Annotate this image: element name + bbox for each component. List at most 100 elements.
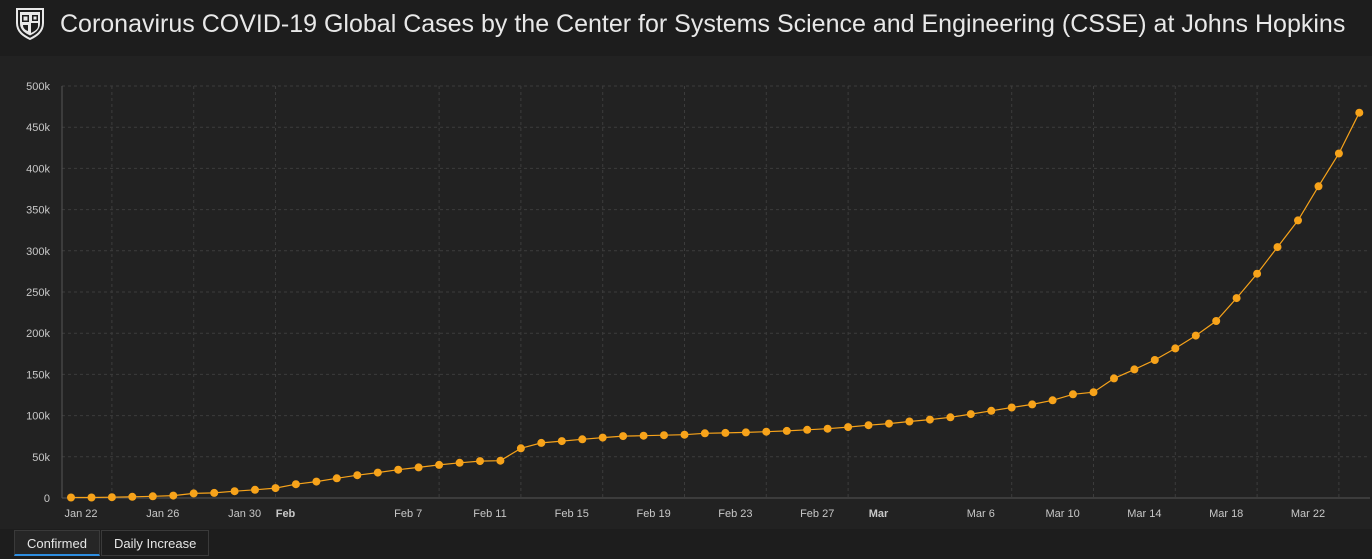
data-point [210,488,219,497]
data-point [578,435,587,444]
data-point [435,460,444,469]
y-tick-label: 500k [26,81,50,93]
data-point [414,463,423,472]
data-point [905,417,914,426]
data-point [67,493,75,502]
data-point [660,431,668,440]
data-point [230,487,239,496]
data-point [148,492,157,501]
x-tick-label: Feb 27 [800,508,834,520]
data-point [291,480,300,489]
x-tick-label: Feb 23 [718,508,752,520]
data-point [1232,294,1241,303]
data-point [476,457,484,466]
y-tick-label: 300k [26,246,50,258]
data-point [1253,269,1262,278]
y-tick-label: 100k [26,411,50,423]
data-point [1130,365,1139,374]
data-point [189,489,198,498]
data-point [1355,108,1364,117]
jhu-shield-icon [16,8,44,40]
tab-daily-increase[interactable]: Daily Increase [101,530,210,556]
data-point [1294,216,1302,225]
x-tick-label: Jan 30 [228,508,261,520]
data-point [1273,243,1282,252]
data-point [1089,388,1098,397]
x-tick-label: Jan 26 [146,508,179,520]
data-point [557,437,566,446]
data-point [762,427,771,436]
x-tick-label: Feb 15 [555,508,589,520]
data-point [803,425,812,434]
x-tick-label: Feb 7 [394,508,422,520]
data-point [537,438,546,447]
data-point [1007,403,1016,412]
y-tick-label: 150k [26,369,50,381]
data-point [516,444,525,453]
data-point [394,465,403,474]
data-point [680,430,689,439]
data-point [1334,149,1343,158]
data-point [169,491,178,500]
data-point [844,423,853,432]
data-point [1150,356,1159,364]
data-point [864,421,873,430]
data-point [741,428,750,437]
data-point [1212,317,1221,325]
data-point [925,415,934,424]
data-point [1110,374,1118,383]
data-point [619,432,628,441]
x-tick-label: Feb 19 [636,508,670,520]
data-point [1028,400,1037,409]
x-tick-label: Jan 22 [64,508,97,520]
data-point [312,477,321,486]
header-bar: Coronavirus COVID-19 Global Cases by the… [0,0,1372,48]
data-point [1069,390,1077,399]
x-tick-label: Mar 10 [1045,508,1079,520]
x-tick-label: Mar [869,508,889,520]
confirmed-cases-chart: 0 50k 100k 150k 200k 250k 300k 350k 400k 450k 500k… [26,81,1370,520]
y-tick-label: 450k [26,122,50,134]
data-point [271,484,280,493]
y-tick-label: 0 [44,493,50,505]
x-tick-label: Mar 6 [967,508,995,520]
data-point [700,429,709,438]
data-point [946,413,955,422]
x-tick-label: Mar 14 [1127,508,1161,520]
y-tick-label: 250k [26,287,50,299]
x-tick-label: Mar 22 [1291,508,1325,520]
data-point [496,456,505,465]
y-tick-label: 400k [26,163,50,175]
data-point [823,424,832,433]
data-point [251,485,259,494]
tab-confirmed[interactable]: Confirmed [14,530,100,556]
data-point [639,431,648,440]
data-point [885,419,893,428]
x-tick-label: Mar 18 [1209,508,1243,520]
confirmed-series-line [71,112,1360,499]
data-point [455,458,464,467]
data-point [598,433,607,442]
y-tick-label: 350k [26,205,50,217]
data-point [353,471,362,480]
chart-panel: 0 50k 100k 150k 200k 250k 300k 350k 400k 450k 500k… [0,56,1372,529]
x-tick-label: Feb 11 [473,508,506,520]
data-point [1171,344,1180,353]
data-point [1048,396,1057,405]
data-point [87,493,96,502]
data-point [721,428,730,437]
data-point [373,468,382,477]
chart-tabs: Confirmed Daily Increase [0,529,1372,559]
data-point [1191,331,1200,340]
y-tick-label: 50k [32,452,50,464]
data-point [1314,182,1323,191]
y-tick-label: 200k [26,328,50,340]
data-point [332,474,341,483]
data-point [966,410,975,419]
x-tick-label: Feb [276,508,296,520]
data-point [128,492,137,501]
data-point [782,426,791,435]
page-title: Coronavirus COVID-19 Global Cases by the… [60,10,1350,38]
data-point [107,493,116,502]
data-point [987,406,996,415]
